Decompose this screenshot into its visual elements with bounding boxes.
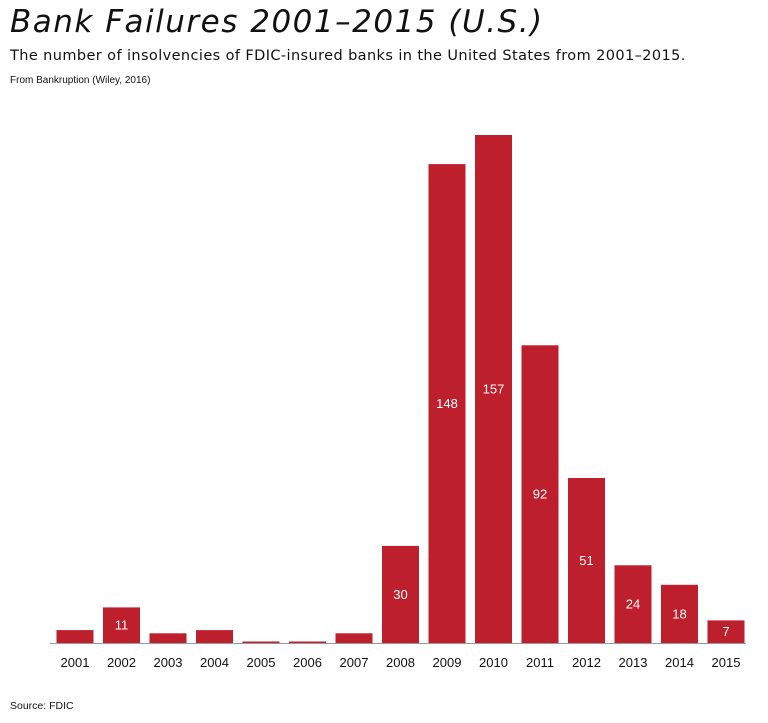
x-tick-label-2009: 2009 (433, 655, 462, 670)
bar-2006 (289, 641, 326, 643)
x-tick-label-2010: 2010 (479, 655, 508, 670)
data-label-2009: 148 (436, 396, 458, 411)
data-label-2015: 7 (722, 624, 729, 639)
bar-2003 (149, 633, 187, 643)
x-tick-label-2003: 2003 (154, 655, 183, 670)
bar-2015 (707, 620, 745, 643)
source-note: Source: FDIC (10, 700, 74, 712)
attribution-note: From Bankruption (Wiley, 2016) (10, 75, 151, 86)
x-tick-label-2012: 2012 (572, 655, 601, 670)
x-tick-label-2006: 2006 (293, 655, 322, 670)
bar-2008 (382, 545, 419, 643)
chart-subtitle: The number of insolvencies of FDIC-insur… (10, 48, 686, 64)
x-tick-label-2008: 2008 (386, 655, 415, 670)
bar-chart: 2001 11 2002 2003 2004 2005 2006 2007 30 2008 148 2… (50, 135, 746, 670)
bar-2004 (196, 630, 233, 643)
x-tick-label-2013: 2013 (619, 655, 648, 670)
x-tick-label-2007: 2007 (340, 655, 369, 670)
x-tick-label-2015: 2015 (712, 655, 741, 670)
x-tick-label-2005: 2005 (247, 655, 276, 670)
data-label-2008: 30 (393, 587, 407, 602)
data-label-2013: 24 (626, 597, 640, 612)
data-label-2010: 157 (483, 382, 505, 397)
bar-2005 (242, 641, 280, 643)
bar-2012 (568, 478, 605, 643)
data-label-2011: 92 (533, 487, 547, 502)
data-label-2014: 18 (672, 606, 686, 621)
data-label-2012: 51 (579, 553, 593, 568)
x-tick-label-2004: 2004 (200, 655, 229, 670)
bar-2010 (475, 135, 512, 643)
data-label-2002: 11 (115, 618, 129, 633)
bar-2001 (56, 630, 94, 643)
bar-2007 (335, 633, 373, 643)
bar-2009 (428, 164, 466, 643)
bar-2011 (521, 345, 559, 643)
x-tick-label-2014: 2014 (665, 655, 694, 670)
bar-2013 (614, 565, 652, 643)
x-tick-label-2011: 2011 (526, 655, 554, 670)
bar-2002 (103, 607, 140, 643)
chart-title: Bank Failures 2001–2015 (U.S.) (10, 4, 544, 40)
x-tick-label-2002: 2002 (107, 655, 136, 670)
bar-2014 (661, 584, 698, 643)
x-tick-label-2001: 2001 (61, 655, 90, 670)
